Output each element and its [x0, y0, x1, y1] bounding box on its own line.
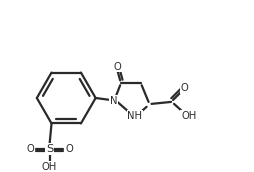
Text: O: O	[181, 83, 189, 93]
Text: O: O	[65, 144, 73, 154]
Text: S: S	[46, 144, 53, 154]
Text: OH: OH	[181, 111, 196, 121]
Text: O: O	[113, 62, 121, 72]
Text: O: O	[26, 144, 34, 154]
Text: N: N	[109, 96, 117, 106]
Text: NH: NH	[127, 111, 142, 121]
Text: OH: OH	[42, 162, 57, 172]
